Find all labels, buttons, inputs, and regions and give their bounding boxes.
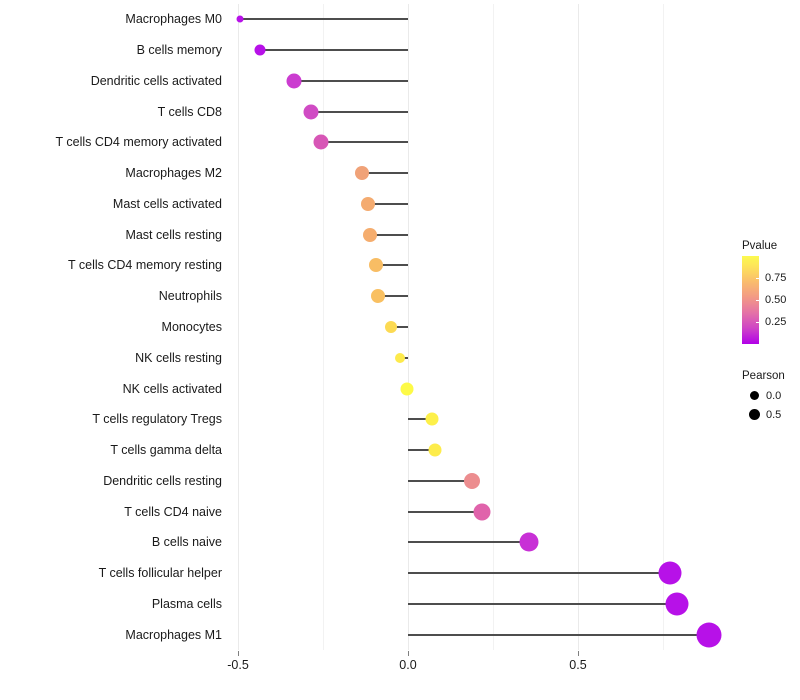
x-axis-tick-label: 0.5 (569, 658, 587, 672)
y-axis-tick-label: Mast cells activated (112, 196, 222, 211)
pearson-legend-dot (748, 409, 760, 420)
colorbar-tick (756, 278, 760, 279)
colorbar-wrap: 0.75 0.50 0.25 (742, 256, 800, 344)
data-point[interactable] (236, 15, 244, 23)
lollipop-stem (311, 110, 408, 113)
lollipop-stem (260, 49, 408, 52)
y-axis-tick-label: T cells CD4 memory resting (68, 258, 222, 273)
y-axis-tick-label: Mast cells resting (125, 227, 222, 242)
lollipop-stem (369, 233, 408, 236)
gridline-major (408, 4, 409, 650)
y-axis-tick-label: B cells memory (136, 43, 222, 58)
lollipop-stem (408, 602, 677, 605)
pearson-legend-item: 0.0 (742, 386, 800, 405)
lollipop-stem (367, 202, 408, 205)
data-point[interactable] (362, 227, 377, 242)
lollipop-stem (408, 633, 709, 636)
y-axis-tick-label: Macrophages M0 (125, 12, 222, 27)
y-axis-labels: Macrophages M0 B cells memory Dendritic ce… (0, 0, 223, 700)
data-point[interactable] (369, 258, 384, 273)
data-point[interactable] (286, 73, 302, 89)
pvalue-colorbar (742, 256, 759, 344)
x-axis-tick (578, 651, 579, 656)
y-axis-tick-label: NK cells activated (122, 381, 222, 396)
colorbar-tick-label: 0.75 (765, 272, 787, 284)
x-axis-tick-label: -0.5 (227, 658, 249, 672)
pearson-legend-dot-box (742, 391, 766, 400)
data-point[interactable] (519, 532, 539, 552)
data-point[interactable] (428, 443, 442, 457)
lollipop-stem (408, 510, 483, 513)
data-point[interactable] (371, 289, 386, 304)
colorbar-tick (756, 322, 760, 323)
y-axis-tick-label: NK cells resting (135, 350, 222, 365)
y-axis-tick-label: Dendritic cells resting (103, 473, 222, 488)
data-point[interactable] (665, 592, 689, 616)
lollipop-stem (294, 79, 408, 82)
lollipop-stem (408, 418, 433, 421)
pearson-legend-label: 0.0 (766, 389, 782, 402)
lollipop-stem (378, 295, 408, 298)
gridline-minor (493, 4, 494, 650)
y-axis-tick-label: Monocytes (161, 320, 222, 334)
colorbar-tick-label: 0.25 (765, 316, 787, 328)
lollipop-stem (408, 541, 529, 544)
pvalue-legend-title: Pvalue (742, 240, 778, 252)
pearson-legend-dot-box (742, 409, 766, 420)
y-axis-tick-label: Neutrophils (158, 289, 222, 304)
y-axis-tick-label: T cells CD4 naive (124, 504, 222, 519)
data-point[interactable] (658, 561, 682, 585)
data-point[interactable] (254, 44, 266, 56)
data-point[interactable] (425, 412, 439, 426)
pearson-size-legend: Pearson 0.0 0.5 (742, 370, 800, 424)
data-point[interactable] (464, 472, 481, 489)
pearson-legend-label: 0.5 (766, 408, 782, 421)
y-axis-tick-label: B cells naive (151, 535, 222, 550)
gridline-minor (663, 4, 664, 650)
y-axis-tick-label: Dendritic cells activated (90, 73, 222, 88)
pearson-legend-item: 0.5 (742, 405, 800, 424)
lollipop-stem (321, 141, 408, 144)
pearson-legend-dot (749, 391, 759, 400)
y-axis-tick-label: Macrophages M1 (125, 627, 222, 642)
lollipop-stem (408, 479, 473, 482)
y-axis-tick-label: T cells regulatory Tregs (92, 412, 222, 427)
colorbar-tick-label: 0.50 (765, 294, 787, 306)
lollipop-stem (391, 326, 408, 328)
lollipop-stem (408, 572, 670, 575)
x-axis-tick (408, 651, 409, 656)
data-point[interactable] (313, 134, 329, 150)
data-point[interactable] (473, 503, 491, 521)
y-axis-tick-label: Plasma cells (151, 596, 222, 611)
x-axis-tick-label: 0.0 (399, 658, 417, 672)
plot-panel (229, 4, 729, 650)
data-point[interactable] (360, 196, 375, 211)
y-axis-tick-label: T cells CD8 (157, 104, 222, 119)
pearson-legend-items: 0.0 0.5 (742, 386, 800, 424)
lollipop-stem (408, 449, 435, 452)
data-point[interactable] (355, 166, 370, 181)
data-point[interactable] (303, 104, 319, 120)
colorbar-tick (756, 300, 760, 301)
pvalue-color-legend: Pvalue 0.75 0.50 0.25 (742, 240, 800, 344)
lollipop-stem (240, 18, 408, 21)
lollipop-stem (376, 264, 408, 267)
data-point[interactable] (400, 382, 414, 396)
data-point[interactable] (394, 352, 405, 363)
data-point[interactable] (385, 321, 398, 333)
y-axis-tick-label: Macrophages M2 (125, 166, 222, 181)
pearson-legend-title: Pearson (742, 370, 785, 382)
y-axis-tick-label: T cells CD4 memory activated (55, 135, 223, 150)
y-axis-tick-label: T cells gamma delta (110, 443, 222, 458)
gridline-major (578, 4, 579, 650)
y-axis-tick-label: T cells follicular helper (98, 566, 222, 581)
x-axis-tick (238, 651, 239, 656)
lollipop-stem (362, 172, 408, 175)
data-point[interactable] (696, 622, 722, 648)
gridline-major (238, 4, 239, 650)
gridline-minor (323, 4, 324, 650)
